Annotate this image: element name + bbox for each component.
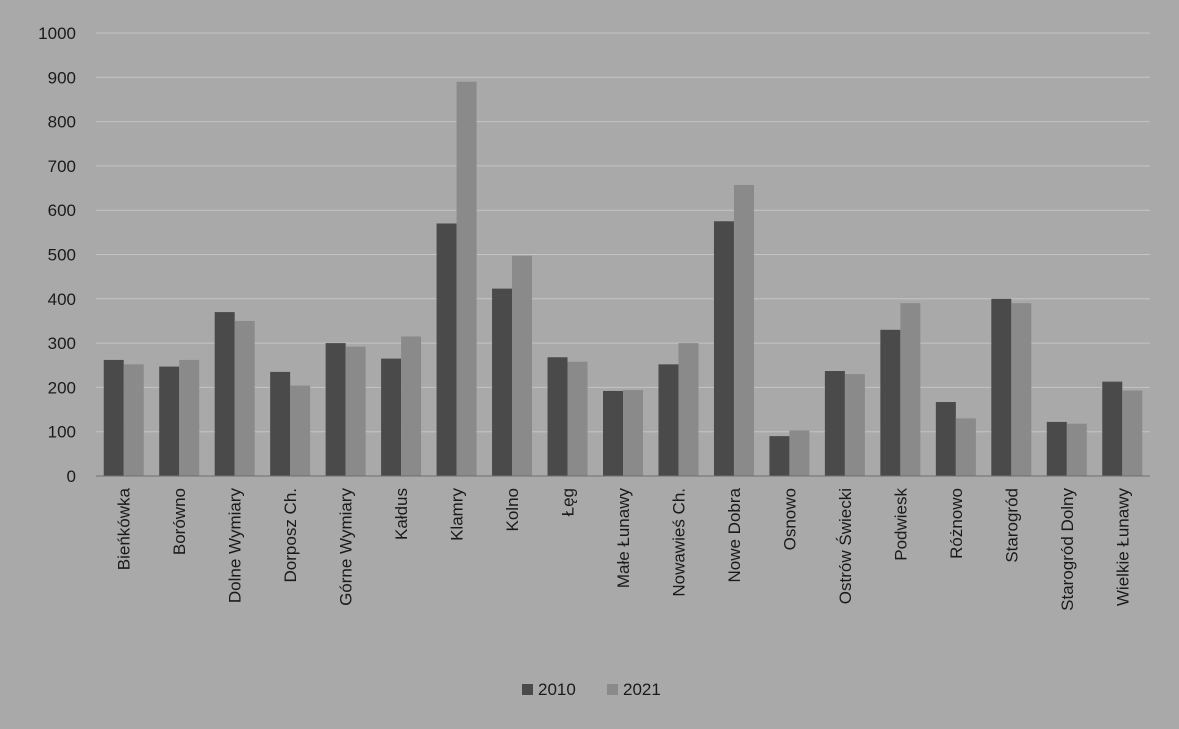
bar-2010-18 — [1102, 381, 1123, 476]
bar-2010-4 — [325, 343, 346, 476]
y-tick-label: 100 — [48, 423, 76, 442]
x-tick-label: Dolne Wymiary — [226, 488, 245, 604]
x-tick-label: Kolno — [503, 488, 522, 531]
x-tick-label: Różnowo — [947, 488, 966, 559]
y-tick-label: 700 — [48, 157, 76, 176]
bar-2021-5 — [401, 336, 422, 476]
x-tick-label: Górne Wymiary — [337, 488, 356, 606]
bar-2010-1 — [159, 366, 180, 476]
bar-2021-8 — [567, 361, 588, 476]
legend-label: 2021 — [623, 680, 661, 699]
x-tick-label: Borówno — [170, 488, 189, 555]
bar-2010-12 — [769, 436, 790, 476]
gridlines — [96, 32, 1150, 433]
x-tick-label: Starogród — [1002, 488, 1021, 563]
bar-2021-10 — [678, 343, 699, 476]
bar-2010-13 — [824, 371, 845, 476]
bar-2021-4 — [345, 346, 366, 476]
x-tick-label: Podwiesk — [891, 488, 910, 561]
bar-2021-14 — [900, 303, 921, 476]
bar-2010-14 — [880, 329, 901, 476]
x-tick-label: Łęg — [559, 488, 578, 516]
bar-2021-17 — [1066, 423, 1087, 476]
bar-2021-12 — [789, 430, 810, 476]
bar-2010-6 — [436, 223, 457, 476]
legend-swatch-2010 — [522, 684, 533, 695]
x-tick-label: Wielkie Łunawy — [1113, 488, 1132, 607]
x-tick-label: Osnowo — [780, 488, 799, 550]
bar-2010-15 — [935, 402, 956, 476]
bar-2021-18 — [1122, 390, 1143, 476]
x-tick-label: Małe Łunawy — [614, 488, 633, 589]
bars — [103, 81, 1143, 476]
bar-2021-15 — [955, 418, 976, 476]
bar-2021-1 — [179, 359, 200, 476]
y-tick-label: 300 — [48, 334, 76, 353]
bar-2010-9 — [603, 390, 623, 476]
bar-2010-10 — [658, 364, 679, 476]
x-tick-label: Klamry — [448, 488, 467, 541]
bar-2021-3 — [290, 385, 311, 476]
bar-2021-7 — [512, 255, 533, 476]
bar-2010-2 — [214, 312, 235, 476]
bar-2021-2 — [234, 320, 255, 476]
y-tick-label: 800 — [48, 113, 76, 132]
x-tick-label: Nowe Dobra — [725, 487, 744, 582]
x-tick-label: Ostrów Świecki — [836, 488, 855, 604]
x-tick-label: Nowawieś Ch. — [669, 488, 688, 597]
legend: 2010 2021 — [522, 680, 661, 699]
y-tick-label: 500 — [48, 246, 76, 265]
bar-2010-5 — [381, 358, 402, 476]
x-tick-label: Dorposz Ch. — [281, 488, 300, 582]
y-tick-label: 1000 — [38, 24, 76, 43]
legend-swatch-2021 — [607, 684, 618, 695]
y-axis-ticks: 0 100 200 300 400 500 600 700 800 900 1000 — [38, 24, 76, 486]
y-tick-label: 900 — [48, 68, 76, 87]
bar-2010-8 — [547, 357, 568, 476]
x-tick-label: Bieńkówka — [115, 487, 134, 570]
bar-2021-9 — [623, 390, 643, 476]
bar-2010-7 — [492, 288, 513, 476]
y-tick-label: 0 — [67, 467, 76, 486]
bar-2021-16 — [1011, 303, 1032, 476]
x-axis-ticks: Bieńkówka Borówno Dolne Wymiary Dorposz Ch.… — [115, 487, 1133, 610]
y-tick-label: 600 — [48, 201, 76, 220]
bar-2021-0 — [123, 364, 144, 476]
y-tick-label: 200 — [48, 378, 76, 397]
bar-2010-16 — [991, 298, 1012, 476]
bar-2010-11 — [713, 221, 734, 476]
legend-label: 2010 — [538, 680, 576, 699]
bar-2021-6 — [456, 81, 477, 476]
bar-2010-3 — [270, 371, 291, 476]
bar-2021-13 — [844, 374, 865, 476]
bar-2021-11 — [733, 184, 754, 476]
y-tick-label: 400 — [48, 290, 76, 309]
bar-2010-17 — [1046, 421, 1067, 476]
x-tick-label: Starogród Dolny — [1058, 488, 1077, 611]
bar-2010-0 — [103, 359, 124, 476]
x-tick-label: Kałdus — [392, 488, 411, 540]
